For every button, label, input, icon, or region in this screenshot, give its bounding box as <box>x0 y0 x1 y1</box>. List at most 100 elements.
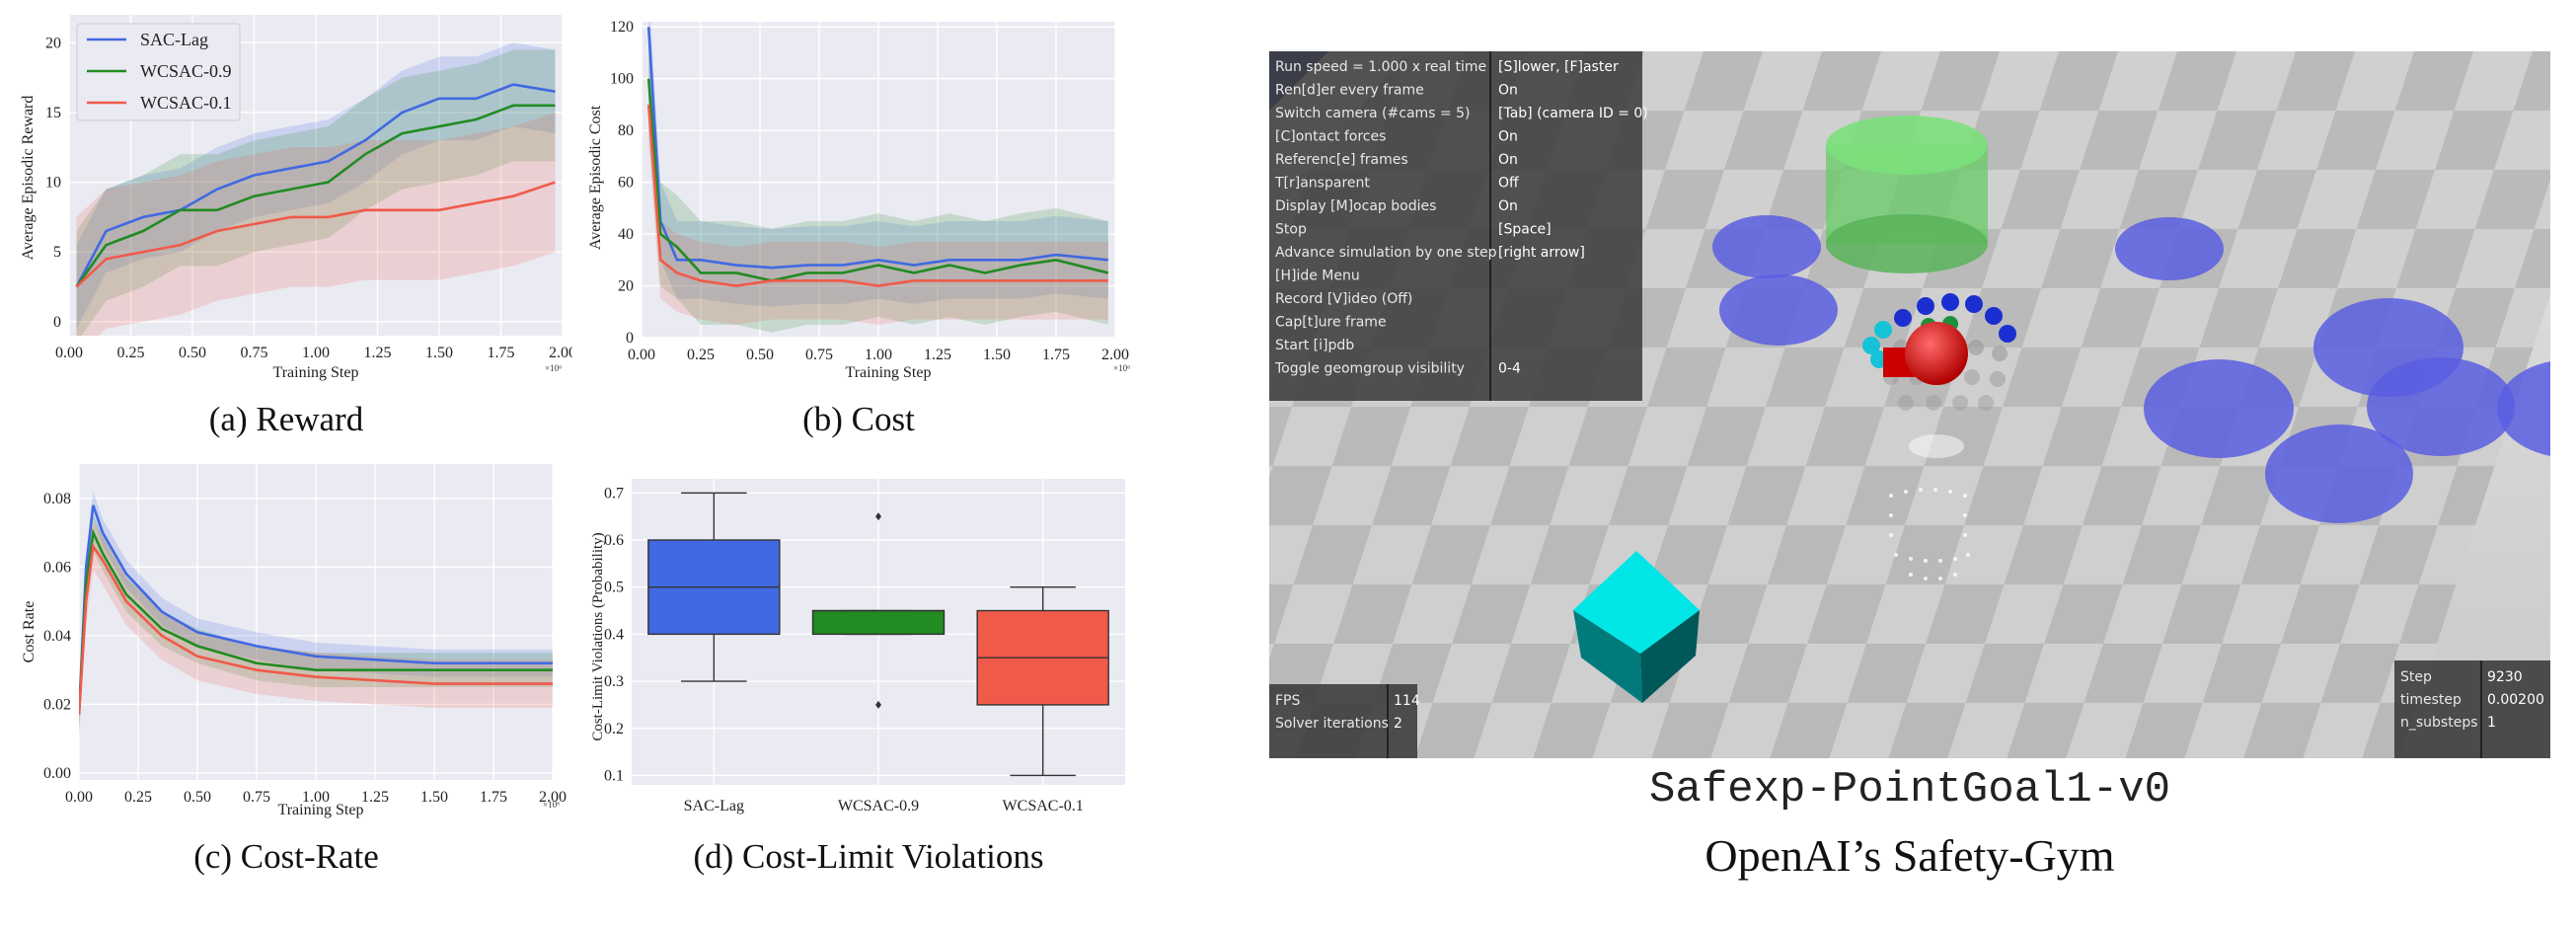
cost-band-wcsac-09 <box>648 27 1108 333</box>
violations-ytick-label: 0.3 <box>604 673 624 690</box>
menu-rows-key: Start [i]pdb <box>1275 338 1354 353</box>
menu-rows-key: Run speed = 1.000 x real time <box>1275 59 1486 75</box>
menu-rows-value: On <box>1498 129 1518 145</box>
menu-rows-value: [S]lower, [F]aster <box>1498 59 1619 75</box>
menu-rows: Run speed = 1.000 x real time [S]lower, [… <box>1274 59 1648 377</box>
cost-ytick-label: 60 <box>618 175 634 192</box>
violations-ytick-label: 0.4 <box>604 626 624 643</box>
fps-rows-key: FPS <box>1275 693 1300 709</box>
reward-line-sac-lag <box>75 83 556 288</box>
cost-rate-line-wcsac-01 <box>79 542 553 715</box>
legend-box <box>76 23 241 121</box>
menu-rows-key: Cap[t]ure frame <box>1275 315 1387 331</box>
cost-xlabel: Training Step <box>846 364 932 381</box>
cost-ytick-label: 100 <box>610 71 634 88</box>
stats-overlay <box>2394 660 2550 758</box>
hazard-zone <box>2265 425 2413 523</box>
reward-series-group <box>75 42 556 336</box>
caption-cost: (b) Cost <box>802 400 915 438</box>
lidar-beads <box>1862 293 2016 411</box>
cost-rate-xtick-label: 0.75 <box>243 789 270 806</box>
hazard-zone <box>1712 215 1821 278</box>
reward-xtick-label: 2.00 <box>549 345 572 361</box>
hazard-zone <box>2313 298 2463 397</box>
reward-ytick-label: 0 <box>53 314 61 331</box>
cost-rate-xtick-label: 0.50 <box>184 789 211 806</box>
cost-band-sac-lag <box>648 22 1108 307</box>
cost-rate-xtick-label: 1.75 <box>480 789 507 806</box>
reward-xtick-label: 1.00 <box>302 345 330 361</box>
reward-line-wcsac-09 <box>75 104 556 288</box>
env-name: Safexp-PointGoal1-v0 <box>1648 765 2171 814</box>
cost-rate-xtick-label: 2.00 <box>539 789 567 806</box>
reward-xtick-label: 0.00 <box>55 345 83 361</box>
menu-rows-key: Record [V]ideo (Off) <box>1275 291 1412 307</box>
cost-ytick-label: 80 <box>618 122 634 139</box>
violations-ylabel: Cost-Limit Violations (Probability) <box>590 532 606 740</box>
menu-rows-key: Ren[d]er every frame <box>1275 83 1424 99</box>
menu-rows-key: Stop <box>1275 222 1307 238</box>
reward-exponent: ×10⁶ <box>545 363 562 373</box>
cost-xtick-label: 1.25 <box>924 347 951 363</box>
cost-rate-line-wcsac-09 <box>79 527 553 715</box>
reward-ytick-label: 20 <box>45 35 61 51</box>
cost-xtick-label: 0.50 <box>746 347 774 363</box>
reward-xtick-label: 1.75 <box>488 345 515 361</box>
fps-rows: FPS 114 Solver iterations 2 <box>1275 693 1420 732</box>
fps-rows-value: 2 <box>1394 716 1402 732</box>
violations-xtick-label: WCSAC-0.1 <box>1003 798 1084 814</box>
reward-xtick-label: 1.50 <box>425 345 453 361</box>
box-flier-wcsac-09 <box>875 700 881 709</box>
menu-rows-key: Toggle geomgroup visibility <box>1274 361 1465 377</box>
cost-rate-xtick-label: 1.50 <box>420 789 448 806</box>
cost-xtick-label: 0.00 <box>628 347 655 363</box>
stats-rows-value: 9230 <box>2487 669 2523 685</box>
cost-rate-exponent: ×10⁶ <box>543 800 560 810</box>
fps-rows-key: Solver iterations <box>1275 716 1389 732</box>
cost-rate-xtick-label: 1.00 <box>302 789 330 806</box>
cost-line-wcsac-01 <box>646 104 1108 287</box>
legend-label-wcsac-09: WCSAC-0.9 <box>140 61 232 81</box>
reward-xtick-label: 1.25 <box>364 345 392 361</box>
cost-rate-xtick-label: 1.25 <box>361 789 389 806</box>
fps-rows-value: 114 <box>1394 693 1420 709</box>
goal-cylinder <box>1826 116 1988 273</box>
cost-series-group <box>646 22 1109 333</box>
hazard-zone <box>2115 217 2224 280</box>
safety-gym-render: Run speed = 1.000 x real time [S]lower, [… <box>1269 51 2550 758</box>
violations-xtick-label: WCSAC-0.9 <box>838 798 919 814</box>
reward-ytick-label: 10 <box>45 175 61 192</box>
cost-line-wcsac-09 <box>646 78 1109 282</box>
hazard-zones <box>1712 215 2550 523</box>
stats-rows-value: 1 <box>2487 715 2496 731</box>
sensor-ghost-ring <box>1889 488 1970 581</box>
fps-overlay <box>1269 684 1417 758</box>
menu-rows-key: T[r]ansparent <box>1274 176 1370 192</box>
cost-rate-xtick-label: 0.25 <box>124 789 152 806</box>
menu-bg <box>1269 51 1642 401</box>
cost-xtick-label: 0.25 <box>687 347 715 363</box>
reward-line-wcsac-01 <box>75 181 556 288</box>
sim-menu-overlay <box>1269 51 1642 401</box>
menu-rows-value: On <box>1498 83 1518 99</box>
menu-rows-value: On <box>1498 198 1518 214</box>
violations-xtick-label: SAC-Lag <box>684 798 744 814</box>
cost-rate-ytick-label: 0.00 <box>43 765 71 782</box>
cost-ylabel: Average Episodic Cost <box>587 105 604 250</box>
reward-xtick-label: 0.25 <box>117 345 145 361</box>
menu-rows-value: 0-4 <box>1498 361 1521 377</box>
cost-rate-xtick-label: 0.00 <box>65 789 93 806</box>
menu-rows-value: [Tab] (camera ID = 0) <box>1498 106 1648 121</box>
reward-ytick-label: 15 <box>45 105 61 121</box>
box-flier-wcsac-09 <box>875 512 881 521</box>
reward-legend: SAC-Lag WCSAC-0.9 WCSAC-0.1 <box>76 23 241 121</box>
hazard-zone <box>2144 359 2294 458</box>
reward-xtick-label: 0.50 <box>179 345 206 361</box>
cost-exponent: ×10⁶ <box>1113 363 1130 373</box>
cost-ytick-label: 20 <box>618 278 634 295</box>
cost-rate-ytick-label: 0.06 <box>43 559 71 576</box>
menu-rows-key: Switch camera (#cams = 5) <box>1275 106 1470 121</box>
cost-rate-series-group <box>79 491 553 739</box>
menu-rows-value: [right arrow] <box>1498 245 1585 261</box>
stats-rows-key: Step <box>2400 669 2432 685</box>
